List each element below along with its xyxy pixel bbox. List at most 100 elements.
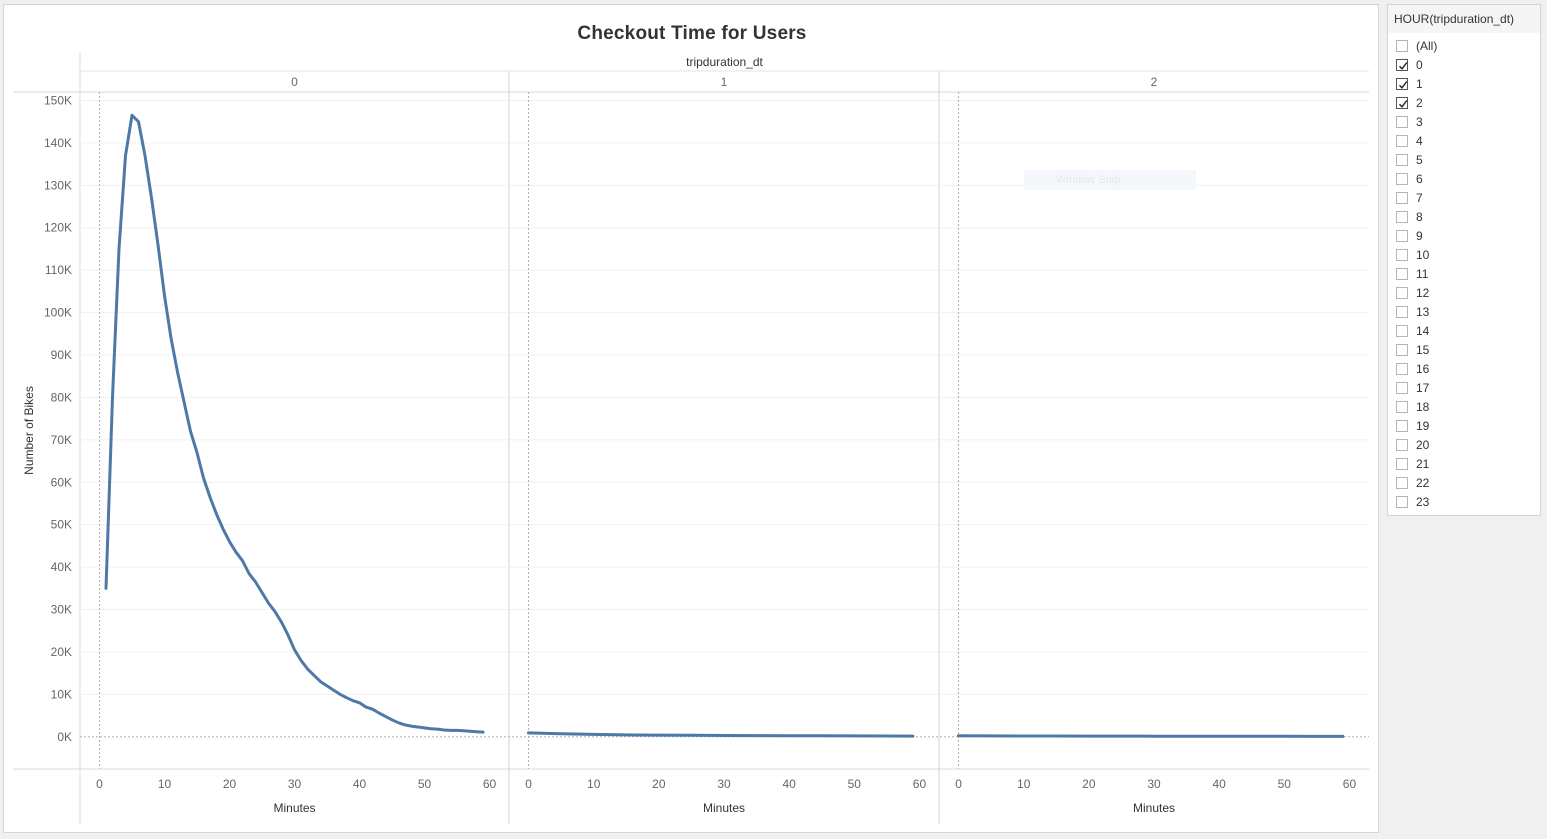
filter-option-15[interactable]: 15	[1396, 341, 1536, 360]
filter-option-17[interactable]: 17	[1396, 379, 1536, 398]
checkbox-unchecked-icon[interactable]	[1396, 230, 1408, 242]
filter-option-label: 0	[1416, 58, 1423, 72]
x-tick-label: 40	[353, 777, 367, 791]
checkbox-unchecked-icon[interactable]	[1396, 477, 1408, 489]
filter-option-label: 16	[1416, 362, 1430, 376]
x-tick-label: 30	[717, 777, 731, 791]
column-header-label: tripduration_dt	[686, 55, 763, 69]
filter-option-label: 1	[1416, 77, 1423, 91]
checkbox-checked-icon[interactable]	[1396, 78, 1408, 90]
filter-option-10[interactable]: 10	[1396, 246, 1536, 265]
x-tick-label: 40	[782, 777, 796, 791]
filter-option-11[interactable]: 11	[1396, 265, 1536, 284]
filter-option-2[interactable]: 2	[1396, 94, 1536, 113]
x-axis-title: Minutes	[703, 801, 745, 815]
filter-option-label: (All)	[1416, 39, 1438, 53]
checkbox-unchecked-icon[interactable]	[1396, 458, 1408, 470]
filter-option-label: 17	[1416, 381, 1430, 395]
filter-option-7[interactable]: 7	[1396, 189, 1536, 208]
filter-option-18[interactable]: 18	[1396, 398, 1536, 417]
chart-worksheet: Checkout Time for Users tripduration_dt 0…	[3, 4, 1379, 833]
hour-filter-panel: HOUR(tripduration_dt) (All) 0 1 2 3 4 5 6 7 8 9 10 1…	[1387, 4, 1541, 516]
chart-area: tripduration_dt 0K 10K 20K 30K 40K 50K 60K 70K 80…	[13, 52, 1369, 824]
filter-option-label: 23	[1416, 495, 1430, 509]
filter-option-6[interactable]: 6	[1396, 170, 1536, 189]
y-tick-label: 110K	[45, 263, 72, 277]
checkbox-unchecked-icon[interactable]	[1396, 154, 1408, 166]
checkbox-unchecked-icon[interactable]	[1396, 382, 1408, 394]
checkbox-unchecked-icon[interactable]	[1396, 401, 1408, 413]
checkbox-unchecked-icon[interactable]	[1396, 116, 1408, 128]
checkbox-unchecked-icon[interactable]	[1396, 496, 1408, 508]
filter-option-label: 2	[1416, 96, 1423, 110]
filter-option-20[interactable]: 20	[1396, 436, 1536, 455]
checkbox-unchecked-icon[interactable]	[1396, 173, 1408, 185]
filter-option-label: 12	[1416, 286, 1430, 300]
checkbox-unchecked-icon[interactable]	[1396, 363, 1408, 375]
filter-option-21[interactable]: 21	[1396, 455, 1536, 474]
filter-option-19[interactable]: 19	[1396, 417, 1536, 436]
filter-option-0[interactable]: 0	[1396, 56, 1536, 75]
checkbox-unchecked-icon[interactable]	[1396, 268, 1408, 280]
filter-option-label: 19	[1416, 419, 1430, 433]
y-tick-label: 60K	[51, 475, 72, 489]
checkbox-unchecked-icon[interactable]	[1396, 420, 1408, 432]
x-tick-label: 50	[848, 777, 862, 791]
y-tick-label: 40K	[51, 560, 72, 574]
y-tick-label: 150K	[44, 93, 72, 107]
filter-option-label: 5	[1416, 153, 1423, 167]
y-tick-label: 0K	[57, 730, 72, 744]
checkbox-unchecked-icon[interactable]	[1396, 211, 1408, 223]
checkbox-unchecked-icon[interactable]	[1396, 439, 1408, 451]
filter-option-1[interactable]: 1	[1396, 75, 1536, 94]
checkbox-checked-icon[interactable]	[1396, 59, 1408, 71]
filter-option-16[interactable]: 16	[1396, 360, 1536, 379]
checkbox-checked-icon[interactable]	[1396, 97, 1408, 109]
y-tick-label: 100K	[44, 306, 72, 320]
series-line-panel-2	[957, 734, 1345, 738]
checkbox-unchecked-icon[interactable]	[1396, 192, 1408, 204]
filter-option-23[interactable]: 23	[1396, 493, 1536, 512]
checkbox-unchecked-icon[interactable]	[1396, 344, 1408, 356]
x-tick-label: 30	[288, 777, 302, 791]
y-tick-label: 50K	[51, 518, 72, 532]
checkbox-unchecked-icon[interactable]	[1396, 306, 1408, 318]
panel-header-label: 0	[291, 75, 298, 89]
x-tick-label: 10	[158, 777, 172, 791]
x-axis-title: Minutes	[1133, 801, 1175, 815]
y-tick-label: 140K	[44, 136, 72, 150]
x-tick-label: 60	[1343, 777, 1357, 791]
filter-option-label: 22	[1416, 476, 1430, 490]
filter-option-14[interactable]: 14	[1396, 322, 1536, 341]
y-tick-label: 130K	[44, 178, 72, 192]
filter-option-8[interactable]: 8	[1396, 208, 1536, 227]
filter-option-4[interactable]: 4	[1396, 132, 1536, 151]
y-tick-label: 30K	[51, 603, 72, 617]
filter-option-label: 11	[1416, 267, 1429, 281]
filter-option-12[interactable]: 12	[1396, 284, 1536, 303]
filter-option-13[interactable]: 13	[1396, 303, 1536, 322]
y-tick-label: 80K	[51, 390, 72, 404]
x-tick-label: 0	[525, 777, 532, 791]
checkbox-unchecked-icon[interactable]	[1396, 249, 1408, 261]
y-tick-label: 20K	[51, 645, 72, 659]
filter-option-9[interactable]: 9	[1396, 227, 1536, 246]
filter-option-22[interactable]: 22	[1396, 474, 1536, 493]
y-tick-label: 10K	[51, 687, 72, 701]
series-line-panel-1	[527, 731, 915, 738]
x-tick-label: 20	[652, 777, 666, 791]
filter-option-3[interactable]: 3	[1396, 113, 1536, 132]
y-tick-label: 70K	[51, 433, 72, 447]
x-axis-title: Minutes	[273, 801, 315, 815]
y-tick-label: 120K	[44, 221, 72, 235]
x-tick-label: 0	[96, 777, 103, 791]
y-tick-label: 90K	[51, 348, 72, 362]
checkbox-unchecked-icon[interactable]	[1396, 135, 1408, 147]
checkbox-unchecked-icon[interactable]	[1396, 40, 1408, 52]
checkbox-unchecked-icon[interactable]	[1396, 287, 1408, 299]
y-axis-title: Number of Bikes	[22, 386, 36, 475]
filter-title: HOUR(tripduration_dt)	[1388, 5, 1540, 33]
filter-option-all[interactable]: (All)	[1396, 37, 1536, 56]
checkbox-unchecked-icon[interactable]	[1396, 325, 1408, 337]
filter-option-5[interactable]: 5	[1396, 151, 1536, 170]
